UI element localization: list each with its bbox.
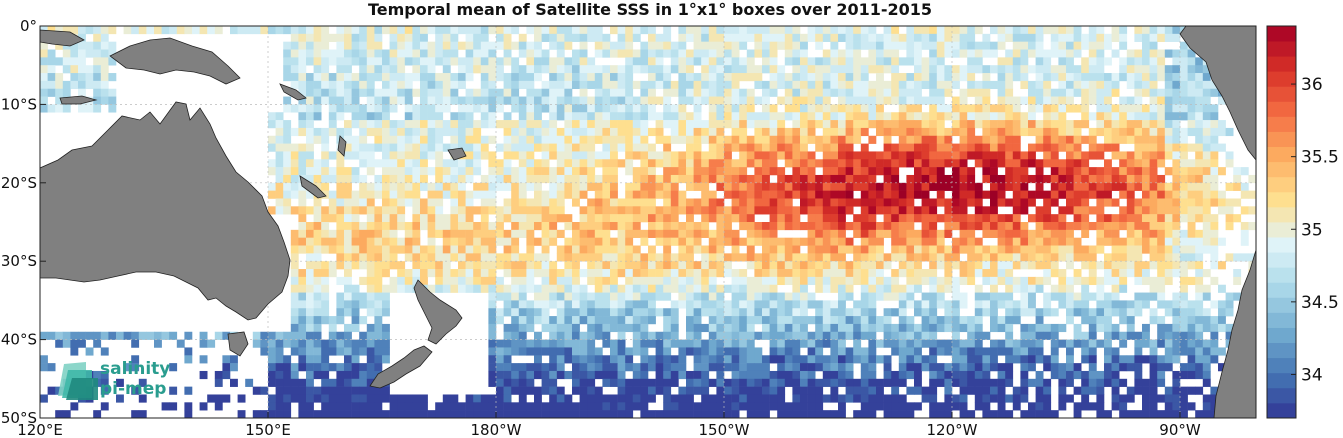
plot-frame [39, 25, 1257, 419]
colorbar-segment [1267, 206, 1296, 223]
longitude-ticks: 120°E 150°E 180°W 150°W 120°W 90°W [17, 412, 1201, 438]
colorbar-segment [1267, 191, 1296, 208]
colorbar-segment [1267, 41, 1296, 57]
map-title: Temporal mean of Satellite SSS in 1°x1° … [367, 0, 933, 19]
lat-tick-label: 50°S [1, 409, 37, 427]
lon-tick-label: 120°E [17, 421, 63, 438]
colorbar-segment [1267, 56, 1296, 72]
colorbar-segment [1267, 267, 1296, 283]
australia-land [40, 101, 291, 321]
colorbar-segment [1267, 357, 1296, 374]
colorbar-tick-label: 36 [1301, 75, 1323, 95]
grid-lines [40, 26, 1256, 418]
colorbar-segment [1267, 372, 1296, 389]
south-america-land [1179, 26, 1256, 161]
lon-tick-label: 90°W [1159, 421, 1201, 438]
colorbar-segment [1267, 71, 1296, 87]
latitude-ticks: 0° 10°S 20°S 30°S 40°S 50°S [1, 17, 46, 427]
colorbar-segment [1267, 327, 1296, 344]
colorbar-frame [1266, 25, 1297, 419]
colorbar-ticks: 34 34.5 35 35.5 36 [1291, 75, 1339, 385]
colorbar-tick-label: 34.5 [1301, 293, 1339, 313]
fiji-land [447, 147, 467, 161]
lon-tick-label: 120°W [927, 421, 978, 438]
tasmania-land [227, 331, 249, 357]
colorbar-segment [1267, 252, 1296, 268]
colorbar-segment [1267, 297, 1296, 313]
lon-tick-label: 150°E [245, 421, 291, 438]
indonesia-land [40, 29, 85, 47]
colorbar [1267, 26, 1296, 419]
lat-tick-label: 10°S [1, 95, 37, 113]
colorbar-segment [1267, 146, 1296, 163]
colorbar-tick-label: 35 [1301, 220, 1323, 240]
colorbar-segment [1267, 237, 1296, 253]
colorbar-tick-label: 35.5 [1301, 148, 1339, 168]
colorbar-segment [1267, 161, 1296, 178]
new-zealand-south-land [369, 345, 433, 389]
lat-tick-label: 40°S [1, 331, 37, 349]
colorbar-segment [1267, 101, 1296, 117]
lon-tick-label: 150°W [699, 421, 750, 438]
timor-land [59, 95, 98, 105]
land-masses [40, 26, 1256, 418]
colorbar-segment [1267, 312, 1296, 328]
south-america-south-land [1213, 249, 1256, 418]
colorbar-segment [1267, 131, 1296, 148]
lon-tick-label: 180°W [471, 421, 522, 438]
colorbar-segment [1267, 402, 1296, 419]
logo-line1: salinity [100, 359, 170, 379]
lat-tick-label: 30°S [1, 252, 37, 270]
colorbar-segment [1267, 176, 1296, 193]
colorbar-segment [1267, 86, 1296, 102]
salinity-pimep-logo-icon: salinity pi-mep [58, 359, 170, 400]
new-guinea-land [109, 37, 241, 85]
new-caledonia-land [299, 175, 327, 199]
colorbar-segment [1267, 342, 1296, 359]
colorbar-segment [1267, 387, 1296, 404]
colorbar-segment [1267, 282, 1296, 298]
new-zealand-north-land [413, 279, 463, 345]
lat-tick-label: 20°S [1, 174, 37, 192]
vanuatu-land [337, 135, 347, 157]
sss-cells [40, 26, 1256, 418]
lat-tick-label: 0° [20, 17, 37, 35]
colorbar-segment [1267, 116, 1296, 132]
solomon-land [279, 83, 307, 101]
colorbar-segment [1267, 222, 1296, 238]
logo-line2: pi-mep [100, 379, 166, 399]
colorbar-tick-label: 34 [1301, 365, 1323, 385]
colorbar-segment [1267, 26, 1296, 42]
